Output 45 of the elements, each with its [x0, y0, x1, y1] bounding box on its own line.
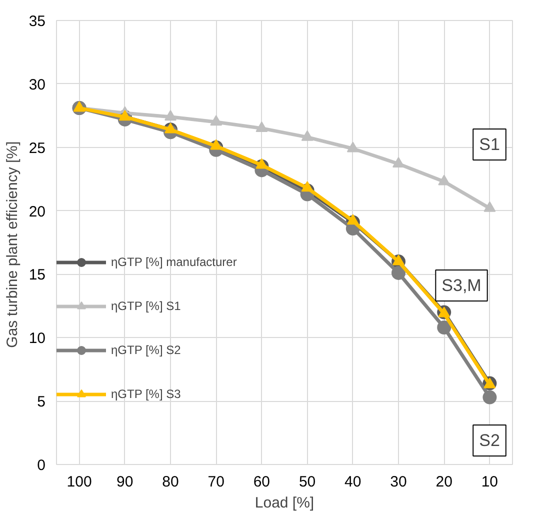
point — [301, 130, 314, 141]
point — [392, 254, 404, 266]
x-tick-label: 90 — [116, 474, 134, 490]
x-tick-label: 40 — [344, 474, 362, 490]
x-tick-label: 20 — [436, 474, 452, 490]
point — [482, 390, 497, 404]
x-tick-label: 60 — [253, 474, 270, 490]
point — [164, 110, 176, 121]
x-tick-label: 30 — [390, 474, 407, 490]
y-tick-label: 0 — [37, 457, 46, 474]
point — [392, 266, 406, 280]
x-tick-label: 10 — [481, 474, 498, 490]
point — [301, 181, 314, 192]
y-tick-label: 15 — [28, 266, 46, 284]
point — [437, 320, 452, 334]
legend-label: ηGTP [%] manufacturer — [111, 255, 237, 269]
legend-label: ηGTP [%] S2 — [111, 343, 181, 357]
point — [210, 139, 222, 150]
legend-label: ηGTP [%] S1 — [111, 299, 181, 313]
x-tick-label: 80 — [162, 474, 179, 490]
y-tick-label: 30 — [28, 76, 46, 94]
point — [118, 110, 131, 121]
legend-label: ηGTP [%] S3 — [111, 387, 181, 401]
point — [438, 174, 450, 186]
point — [346, 142, 359, 152]
x-axis-title: Load [%] — [254, 494, 314, 512]
y-tick-label: 10 — [28, 330, 46, 348]
annotation: S1 — [479, 135, 500, 154]
y-tick-label: 25 — [28, 140, 46, 157]
annotation: S2 — [479, 431, 500, 450]
y-tick-label: 35 — [28, 13, 46, 30]
y-tick-label: 5 — [37, 394, 46, 411]
point — [256, 121, 268, 132]
point — [484, 201, 496, 212]
point — [164, 122, 176, 134]
y-tick-label: 20 — [28, 203, 46, 220]
point — [210, 115, 222, 126]
point — [346, 214, 359, 225]
y-axis-title: Gas turbine plant efficiency [%] — [4, 141, 21, 348]
annotation: S3,M — [442, 276, 482, 295]
x-tick-label: 100 — [66, 474, 92, 490]
x-tick-label: 70 — [208, 474, 224, 490]
point — [392, 157, 404, 168]
point — [256, 158, 268, 169]
x-tick-label: 50 — [298, 474, 316, 490]
